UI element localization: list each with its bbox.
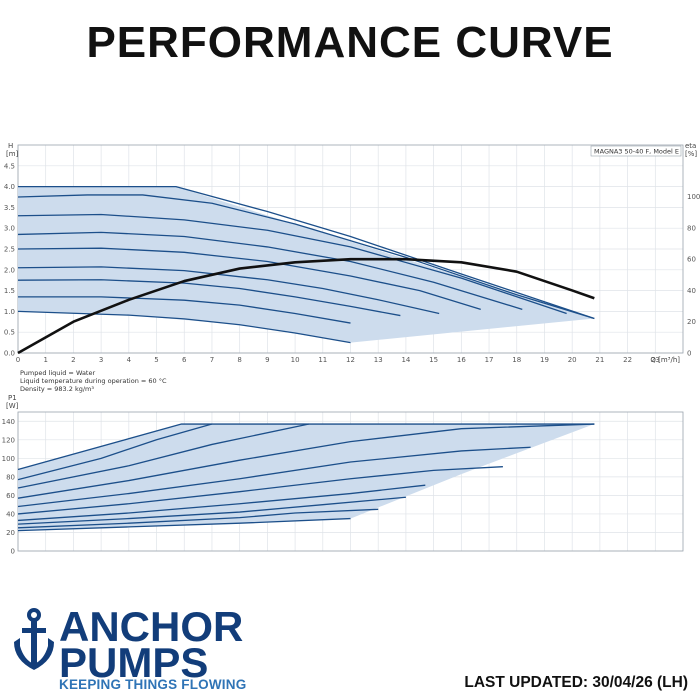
power-curve-6 — [17, 466, 503, 515]
x-tick-label: 1 — [43, 356, 47, 364]
x-axis-label: Q [m³/h] — [650, 356, 680, 364]
x-tick-label: 7 — [210, 356, 214, 364]
x-tick-label: 12 — [346, 356, 355, 364]
x-tick-label: 22 — [623, 356, 632, 364]
x-tick-label: 21 — [595, 356, 604, 364]
y-tick-label: 3.0 — [4, 225, 15, 233]
x-tick-label: 18 — [512, 356, 521, 364]
x-tick-label: 4 — [127, 356, 132, 364]
legend-text: MAGNA3 50-40 F, Model E — [594, 148, 679, 156]
x-tick-label: 5 — [154, 356, 158, 364]
power-curve-8 — [17, 496, 406, 525]
power-y-tick-label: 20 — [6, 529, 15, 537]
x-tick-label: 3 — [99, 356, 103, 364]
power-y-tick-label: 120 — [2, 436, 15, 444]
x-tick-label: 20 — [568, 356, 577, 364]
power-y-axis-label: P1 — [8, 394, 17, 402]
y2-tick-label: 60 — [687, 256, 696, 264]
power-y-tick-label: 40 — [6, 510, 15, 518]
x-tick-label: 9 — [265, 356, 269, 364]
head-curve-8 — [18, 296, 351, 324]
y-tick-label: 2.5 — [4, 246, 15, 254]
power-curve-9 — [17, 508, 379, 529]
power-y-axis-unit: [W] — [6, 402, 19, 410]
page-title: PERFORMANCE CURVE — [86, 18, 614, 67]
last-updated: LAST UPDATED: 30/04/26 (LH) — [464, 674, 688, 691]
operating-area — [18, 186, 595, 343]
head-curve-6 — [17, 266, 440, 315]
y-tick-label: 3.5 — [4, 204, 15, 212]
x-tick-label: 0 — [16, 356, 20, 364]
head-curve-2 — [17, 194, 595, 320]
x-tick-label: 8 — [237, 356, 241, 364]
head-curve-4 — [17, 231, 523, 310]
x-tick-label: 16 — [457, 356, 466, 364]
anchor-icon — [14, 608, 54, 670]
y2-tick-label: 20 — [687, 318, 696, 326]
x-tick-label: 17 — [485, 356, 494, 364]
power-curve-2 — [17, 423, 213, 481]
y-tick-label: 1.5 — [4, 287, 15, 295]
y2-tick-label: 40 — [687, 287, 696, 295]
power-operating-area — [18, 424, 595, 531]
legend-box — [590, 145, 682, 157]
y-axis-unit: [m] — [6, 150, 19, 158]
y-tick-label: 1.0 — [4, 308, 15, 316]
x-tick-label: 14 — [401, 356, 410, 364]
x-tick-label: 23 — [651, 356, 660, 364]
head-curve-3 — [17, 213, 567, 315]
power-curve-10 — [17, 517, 351, 532]
performance-chart: 0 1 2 3 4 5 6 7 8 9 10 11 12 13 14 15 16 17 18 19 20 21 22 230.… — [2, 142, 700, 556]
power-y-tick-label: 100 — [2, 455, 15, 463]
y2-tick-label: 0 — [687, 350, 691, 358]
power-y-tick-label: 60 — [6, 492, 15, 500]
y-tick-label: 2.0 — [4, 266, 15, 274]
power-curve-3 — [17, 423, 310, 489]
y-tick-label: 0.0 — [4, 350, 15, 358]
y-tick-label: 4.5 — [4, 162, 15, 170]
x-tick-label: 11 — [318, 356, 327, 364]
y-tick-label: 0.5 — [4, 329, 15, 337]
y-tick-label: 4.0 — [4, 183, 15, 191]
power-y-tick-label: 140 — [2, 418, 15, 426]
head-curve-7 — [17, 279, 401, 317]
x-tick-label: 13 — [374, 356, 383, 364]
power-curve-1 — [17, 423, 595, 471]
y2-axis-label: eta — [685, 142, 696, 150]
pumped-liquid-note: Pumped liquid = Water — [20, 369, 95, 377]
y2-tick-label: 80 — [687, 224, 696, 232]
brand-name-line2: PUMPS — [59, 639, 209, 686]
x-tick-label: 10 — [291, 356, 300, 364]
efficiency-curve — [17, 257, 595, 355]
power-curve-4 — [17, 423, 595, 499]
power-curve-5 — [17, 446, 531, 508]
power-y-tick-label: 0 — [11, 548, 15, 556]
brand-tagline: KEEPING THINGS FLOWING — [59, 677, 247, 692]
x-tick-label: 19 — [540, 356, 549, 364]
liquid-temperature-note: Liquid temperature during operation = 60… — [20, 377, 167, 385]
x-tick-label: 6 — [182, 356, 187, 364]
x-tick-label: 2 — [71, 356, 75, 364]
y2-tick-label: 100 — [687, 193, 700, 201]
density-note: Density = 983.2 kg/m³ — [20, 385, 94, 393]
y-axis-label: H — [8, 142, 13, 150]
power-curve-7 — [17, 484, 426, 522]
y2-axis-unit: [%] — [685, 150, 697, 158]
power-y-tick-label: 80 — [6, 473, 15, 481]
x-tick-label: 15 — [429, 356, 438, 364]
head-curve-9 — [17, 310, 351, 344]
head-curve-1 — [18, 185, 595, 320]
brand-name-line1: ANCHOR — [59, 603, 244, 650]
head-curve-5 — [17, 247, 481, 310]
